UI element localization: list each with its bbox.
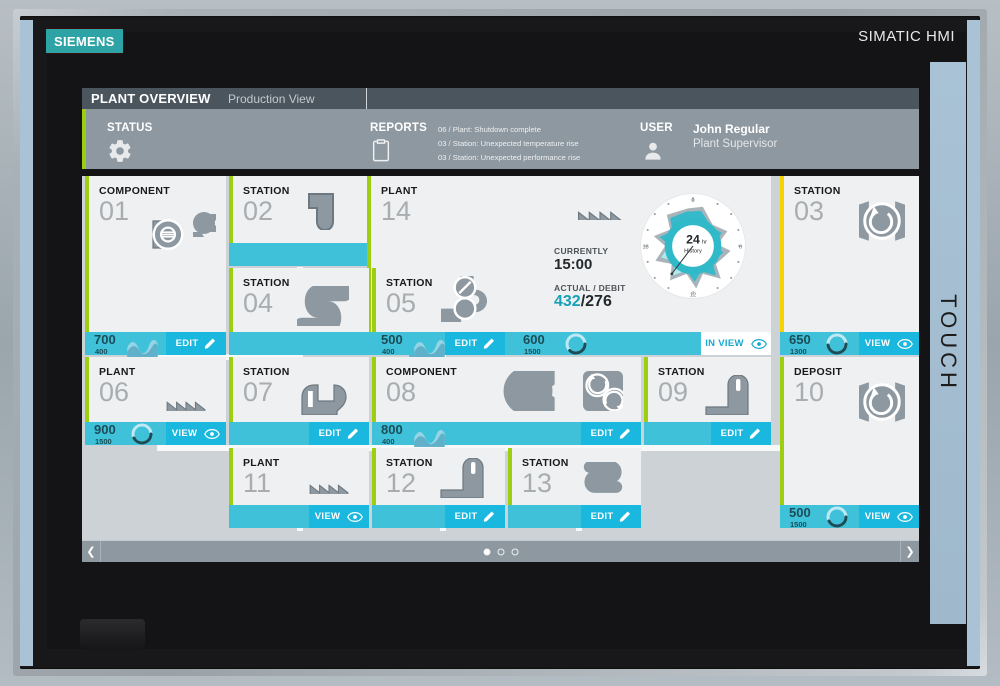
svg-text:6: 6 xyxy=(739,244,742,250)
svg-text:0: 0 xyxy=(691,198,694,204)
svg-text:12: 12 xyxy=(690,293,696,299)
svg-text:24: 24 xyxy=(686,233,700,247)
svg-text:History: History xyxy=(684,249,702,255)
svg-text:18: 18 xyxy=(642,244,648,250)
svg-text:hr: hr xyxy=(702,240,707,246)
